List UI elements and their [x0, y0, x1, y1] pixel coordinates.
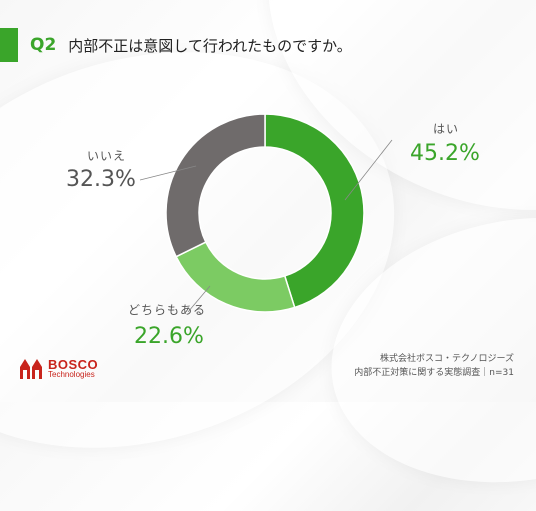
- leader-line-both: [187, 285, 211, 313]
- leader-line-yes: [344, 139, 393, 201]
- question-title: 内部不正は意図して行われたものですか。: [68, 36, 352, 55]
- value-label-yes: 45.2%: [410, 141, 480, 166]
- question-header: Q2 内部不正は意図して行われたものですか。: [0, 28, 420, 62]
- bosco-logo-icon: [20, 359, 42, 379]
- slice-no: [165, 113, 266, 258]
- logo-subtitle: Technologies: [48, 369, 95, 379]
- label-both-value: 22.6%: [134, 324, 204, 349]
- label-yes-value: 45.2%: [410, 141, 480, 166]
- source-note: 株式会社ボスコ・テクノロジーズ 内部不正対策に関する実態調査｜n=31: [354, 352, 514, 380]
- category-label-both: どちらもある: [128, 303, 207, 317]
- slice-yes: [264, 113, 365, 309]
- label-no-value: 32.3%: [66, 167, 136, 192]
- value-label-no: 32.3%: [66, 167, 136, 192]
- value-label-both: 22.6%: [134, 324, 204, 349]
- donut-chart: [139, 113, 393, 313]
- question-number: Q2: [30, 35, 57, 55]
- category-label-yes: はい: [433, 122, 460, 136]
- source-survey: 内部不正対策に関する実態調査｜n=31: [354, 368, 514, 378]
- leader-line-no: [139, 165, 197, 181]
- company-logo: BOSCO Technologies: [18, 355, 98, 381]
- accent-bar: [0, 28, 18, 62]
- label-both: どちらもある: [128, 301, 206, 318]
- logo-brand: BOSCO: [48, 356, 99, 372]
- label-yes: はい: [433, 120, 459, 137]
- category-label-no: いいえ: [87, 149, 127, 163]
- source-company: 株式会社ボスコ・テクノロジーズ: [379, 354, 514, 364]
- label-no: いいえ: [87, 147, 126, 164]
